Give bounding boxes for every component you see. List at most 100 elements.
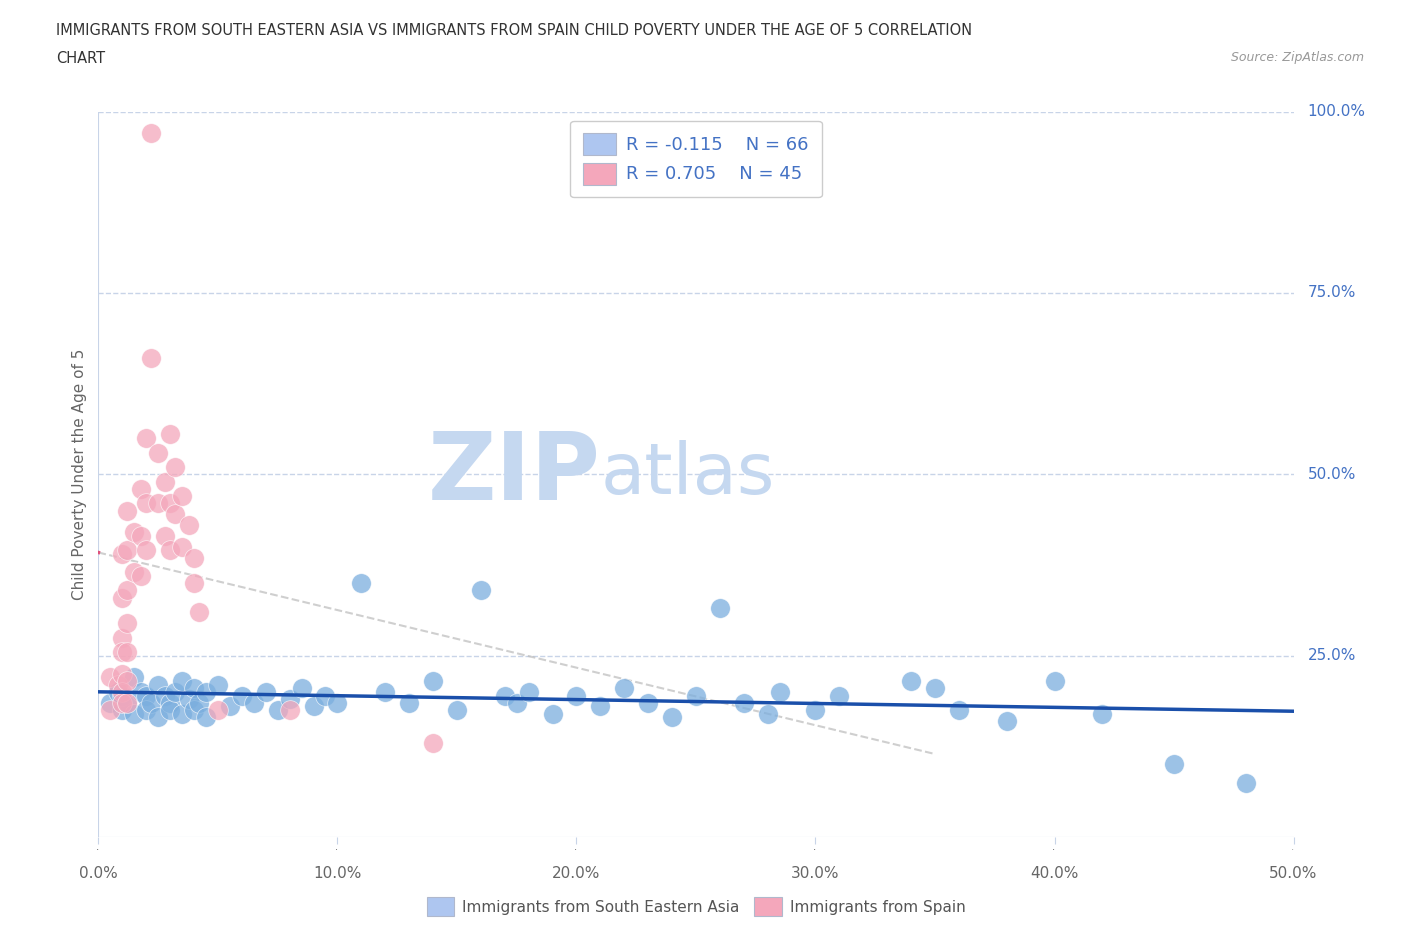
Point (135, 431, 157, 445)
Point (924, 681, 946, 696)
Point (98, 670, 122, 684)
Point (135, 703, 157, 718)
Text: CHART: CHART (56, 51, 105, 66)
Point (183, 681, 205, 696)
Point (139, 351, 162, 365)
Point (111, 703, 134, 718)
Text: 40.0%: 40.0% (1031, 866, 1078, 881)
Text: 50.0%: 50.0% (1270, 866, 1317, 881)
Point (194, 710, 217, 724)
Point (995, 713, 1018, 728)
Point (98, 696, 122, 711)
Point (1091, 706, 1114, 721)
Text: 30.0%: 30.0% (792, 866, 839, 881)
Point (111, 696, 134, 711)
Point (685, 688, 707, 703)
Point (131, 482, 153, 497)
Point (148, 710, 170, 724)
Point (302, 699, 325, 714)
Point (278, 692, 301, 707)
Text: 100.0%: 100.0% (1308, 104, 1365, 119)
Point (207, 703, 229, 718)
Point (155, 528, 177, 543)
Point (1163, 757, 1185, 772)
Point (124, 670, 146, 684)
Point (661, 710, 683, 724)
Point (290, 681, 312, 696)
Point (111, 631, 134, 645)
Point (637, 696, 659, 711)
Text: Source: ZipAtlas.com: Source: ZipAtlas.com (1230, 51, 1364, 64)
Point (733, 696, 755, 711)
Text: 50.0%: 50.0% (1308, 467, 1355, 482)
Point (374, 684, 396, 699)
Point (131, 684, 153, 699)
Point (111, 666, 134, 681)
Point (111, 547, 134, 562)
Point (155, 688, 177, 703)
Point (446, 703, 468, 718)
Point (131, 528, 153, 543)
Point (398, 696, 420, 711)
Point (163, 684, 186, 699)
Point (124, 565, 146, 579)
Point (115, 644, 138, 659)
Text: ZIP: ZIP (427, 429, 600, 520)
Point (494, 688, 516, 703)
Point (207, 677, 229, 692)
Point (517, 684, 540, 699)
Point (187, 696, 209, 711)
Text: IMMIGRANTS FROM SOUTH EASTERN ASIA VS IMMIGRANTS FROM SPAIN CHILD POVERTY UNDER : IMMIGRANTS FROM SOUTH EASTERN ASIA VS IM… (56, 23, 973, 38)
Point (139, 126, 162, 140)
Point (135, 496, 157, 511)
Point (254, 684, 277, 699)
Point (115, 583, 138, 598)
Point (243, 696, 266, 711)
Point (115, 543, 138, 558)
Point (709, 601, 731, 616)
Point (163, 507, 186, 522)
Point (159, 427, 181, 442)
Point (135, 543, 157, 558)
Point (183, 551, 205, 565)
Point (219, 699, 242, 714)
Point (183, 703, 205, 718)
Point (172, 539, 194, 554)
Point (172, 706, 194, 721)
Text: 25.0%: 25.0% (1308, 648, 1355, 663)
Point (1043, 673, 1066, 688)
Point (172, 488, 194, 503)
Point (278, 703, 301, 718)
Point (135, 688, 157, 703)
Point (267, 703, 290, 718)
Text: 10.0%: 10.0% (314, 866, 361, 881)
Point (124, 525, 146, 539)
Point (115, 503, 138, 518)
Text: 0.0%: 0.0% (79, 866, 118, 881)
Point (148, 445, 170, 460)
Point (506, 696, 529, 711)
Point (115, 696, 138, 711)
Point (756, 706, 779, 721)
Point (804, 703, 827, 718)
Point (828, 688, 851, 703)
Point (326, 696, 349, 711)
Point (115, 673, 138, 688)
Point (115, 616, 138, 631)
Point (148, 677, 170, 692)
Point (541, 706, 564, 721)
Point (315, 688, 337, 703)
Point (470, 583, 492, 598)
Point (948, 703, 970, 718)
Point (422, 736, 444, 751)
Point (115, 696, 138, 711)
Point (98, 703, 122, 718)
Text: 75.0%: 75.0% (1308, 286, 1355, 300)
Point (179, 692, 201, 707)
Point (159, 696, 181, 711)
Point (159, 703, 181, 718)
Point (350, 576, 373, 591)
Point (163, 459, 186, 474)
Point (148, 496, 170, 511)
Point (589, 699, 612, 714)
